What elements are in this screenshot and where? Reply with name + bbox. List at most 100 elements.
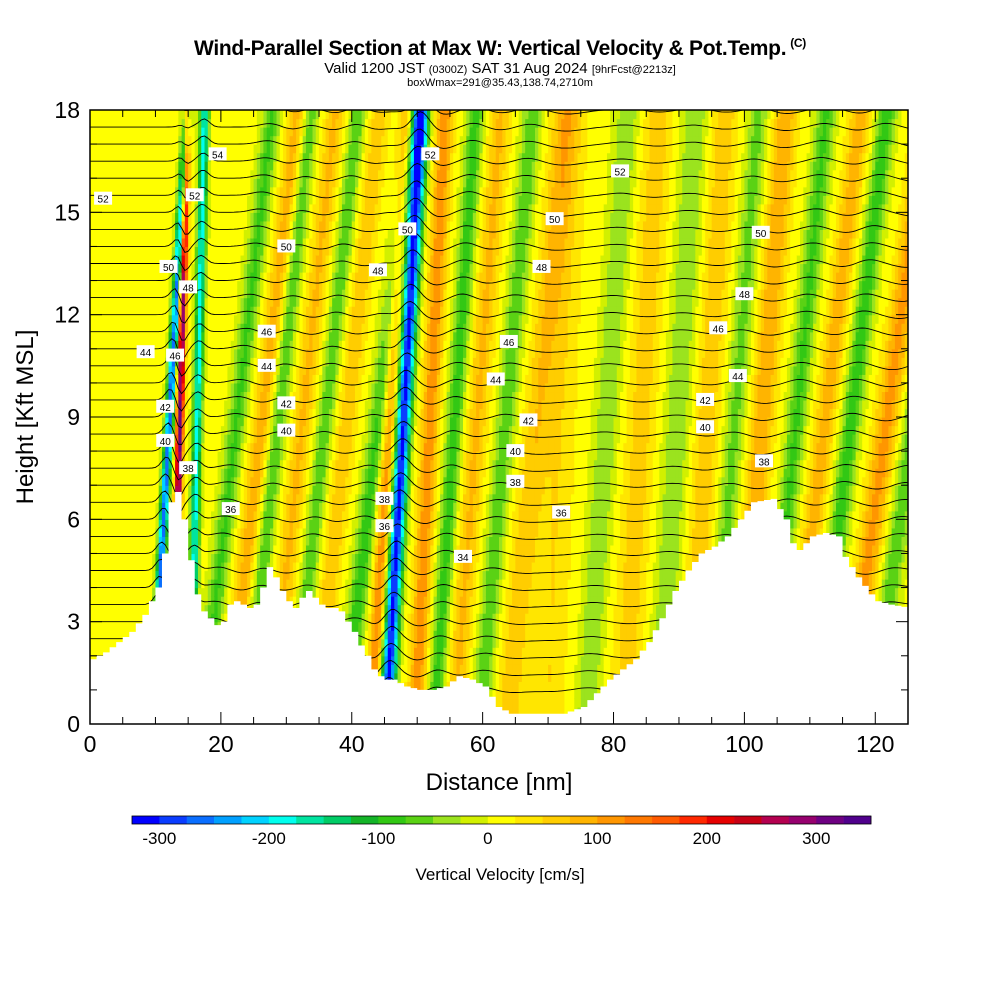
velocity-cell (269, 195, 274, 205)
velocity-cell (211, 570, 215, 580)
velocity-cell (103, 527, 107, 537)
chart-title-text: Wind-Parallel Section at Max W: Vertical… (194, 37, 787, 60)
velocity-cell (263, 110, 268, 120)
velocity-cell (116, 186, 121, 196)
velocity-cell (96, 297, 101, 307)
velocity-cell (201, 152, 206, 162)
velocity-cell (266, 382, 271, 393)
velocity-cell (103, 451, 107, 461)
velocity-cell (139, 212, 143, 222)
velocity-cell (178, 161, 183, 171)
velocity-cell (194, 442, 199, 452)
velocity-cell (125, 229, 130, 239)
velocity-cell (139, 613, 143, 623)
velocity-cell (132, 485, 137, 495)
velocity-cell (103, 220, 107, 230)
velocity-cell (165, 272, 170, 282)
velocity-cell (112, 536, 117, 546)
velocity-cell (109, 127, 114, 137)
velocity-cell (305, 297, 310, 307)
velocity-cell (243, 212, 248, 222)
velocity-cell (292, 297, 297, 307)
velocity-cell (109, 246, 114, 256)
velocity-cell (148, 459, 153, 469)
velocity-cell (181, 110, 186, 120)
velocity-cell (148, 195, 153, 205)
velocity-cell (227, 417, 232, 427)
velocity-cell (299, 459, 304, 469)
velocity-cell (220, 348, 225, 358)
velocity-cell (233, 570, 238, 580)
velocity-cell (266, 263, 271, 273)
velocity-cell (207, 118, 212, 128)
velocity-cell (90, 553, 94, 563)
velocity-cell (292, 203, 297, 213)
velocity-cell (158, 408, 163, 418)
velocity-cell (283, 314, 287, 324)
velocity-cell (240, 306, 245, 316)
velocity-cell (266, 272, 271, 282)
velocity-cell (296, 365, 301, 375)
velocity-cell (269, 306, 274, 316)
velocity-cell (188, 417, 193, 427)
velocity-cell (165, 391, 170, 401)
velocity-cell (122, 263, 127, 273)
velocity-cell (119, 493, 124, 503)
velocity-cell (276, 297, 281, 307)
velocity-cell (211, 272, 215, 282)
velocity-cell (93, 272, 98, 282)
velocity-cell (165, 459, 170, 469)
velocity-cell (148, 263, 153, 273)
velocity-cell (90, 169, 94, 179)
velocity-cell (292, 459, 297, 469)
velocity-cell (247, 596, 251, 606)
velocity-cell (230, 561, 235, 572)
velocity-cell (135, 144, 140, 154)
velocity-cell (273, 519, 278, 529)
velocity-cell (309, 544, 314, 555)
velocity-cell (188, 263, 193, 273)
velocity-cell (224, 544, 229, 555)
velocity-cell (129, 237, 134, 248)
velocity-cell (145, 357, 150, 367)
velocity-cell (220, 613, 225, 623)
velocity-cell (145, 331, 150, 341)
velocity-cell (139, 408, 143, 418)
velocity-cell (135, 254, 140, 265)
velocity-cell (269, 203, 274, 213)
velocity-cell (96, 110, 101, 120)
velocity-cell (273, 459, 278, 469)
velocity-cell (247, 212, 251, 222)
velocity-cell (184, 161, 189, 171)
velocity-cell (224, 434, 229, 444)
velocity-cell (230, 272, 235, 282)
velocity-cell (269, 229, 274, 239)
velocity-cell (273, 220, 278, 230)
velocity-cell (99, 382, 104, 393)
velocity-cell (119, 451, 124, 461)
velocity-cell (243, 331, 248, 341)
velocity-cell (250, 442, 255, 452)
velocity-cell (191, 434, 196, 444)
velocity-cell (224, 314, 229, 324)
velocity-cell (286, 161, 291, 171)
velocity-cell (247, 246, 251, 256)
velocity-cell (132, 186, 137, 196)
velocity-cell (142, 493, 147, 503)
velocity-cell (309, 229, 314, 239)
velocity-cell (165, 289, 170, 299)
velocity-cell (103, 152, 107, 162)
velocity-cell (260, 374, 265, 384)
velocity-cell (224, 510, 229, 520)
velocity-cell (243, 425, 248, 435)
velocity-cell (217, 399, 222, 410)
velocity-cell (224, 382, 229, 393)
velocity-cell (214, 613, 219, 623)
velocity-cell (145, 203, 150, 213)
velocity-cell (296, 289, 301, 299)
velocity-cell (158, 476, 163, 486)
velocity-cell (161, 510, 166, 520)
velocity-cell (132, 331, 137, 341)
velocity-cell (148, 493, 153, 503)
velocity-cell (247, 289, 251, 299)
